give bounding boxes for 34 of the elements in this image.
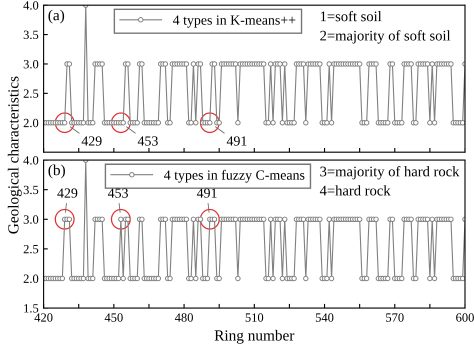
y-tick-label: 2.0	[24, 118, 38, 128]
y-tick-label: 3.5	[24, 186, 38, 194]
x-tick-label: 450	[104, 313, 123, 322]
legend-label: 4 types in fuzzy C-means	[164, 170, 304, 183]
y-tick-label: 3.0	[24, 215, 38, 224]
annotation: 4=hard rock	[320, 185, 391, 196]
y-axis-title: Geological characteristics	[8, 76, 22, 234]
chart-title: (b)	[48, 164, 65, 178]
annotation: 429	[82, 136, 102, 146]
x-tick-label: 540	[316, 313, 334, 322]
legend-label: 4 types in K-means++	[172, 15, 296, 28]
x-tick-label: 420	[34, 313, 53, 322]
annotation: 491	[196, 188, 217, 198]
chart-title: (a)	[48, 10, 64, 24]
y-tick-label: 2.5	[24, 244, 38, 254]
annotation: 491	[226, 136, 246, 146]
annotation: 453	[108, 188, 128, 198]
y-tick-label: 2.0	[24, 274, 38, 283]
annotation: 3=majority of hard rock	[320, 166, 460, 180]
x-tick-label: 570	[386, 313, 404, 322]
annotation: 1=soft soil	[320, 10, 382, 22]
y-tick-label: 4.0	[23, 156, 38, 165]
x-tick-label: 600	[456, 313, 474, 322]
y-tick-label: 2.5	[24, 89, 38, 98]
y-tick-label: 3.5	[24, 30, 38, 40]
annotation: 2=majority of soft soil	[320, 30, 450, 44]
x-tick-label: 510	[246, 313, 264, 322]
y-tick-label: 3.0	[24, 60, 38, 68]
x-axis-title: Ring number	[214, 330, 294, 344]
annotation: 453	[138, 136, 158, 146]
x-tick-label: 480	[174, 313, 193, 322]
y-tick-label: 4.0	[23, 1, 38, 10]
y-tick-label: 1.5	[24, 304, 38, 313]
annotation: 429	[57, 188, 78, 198]
